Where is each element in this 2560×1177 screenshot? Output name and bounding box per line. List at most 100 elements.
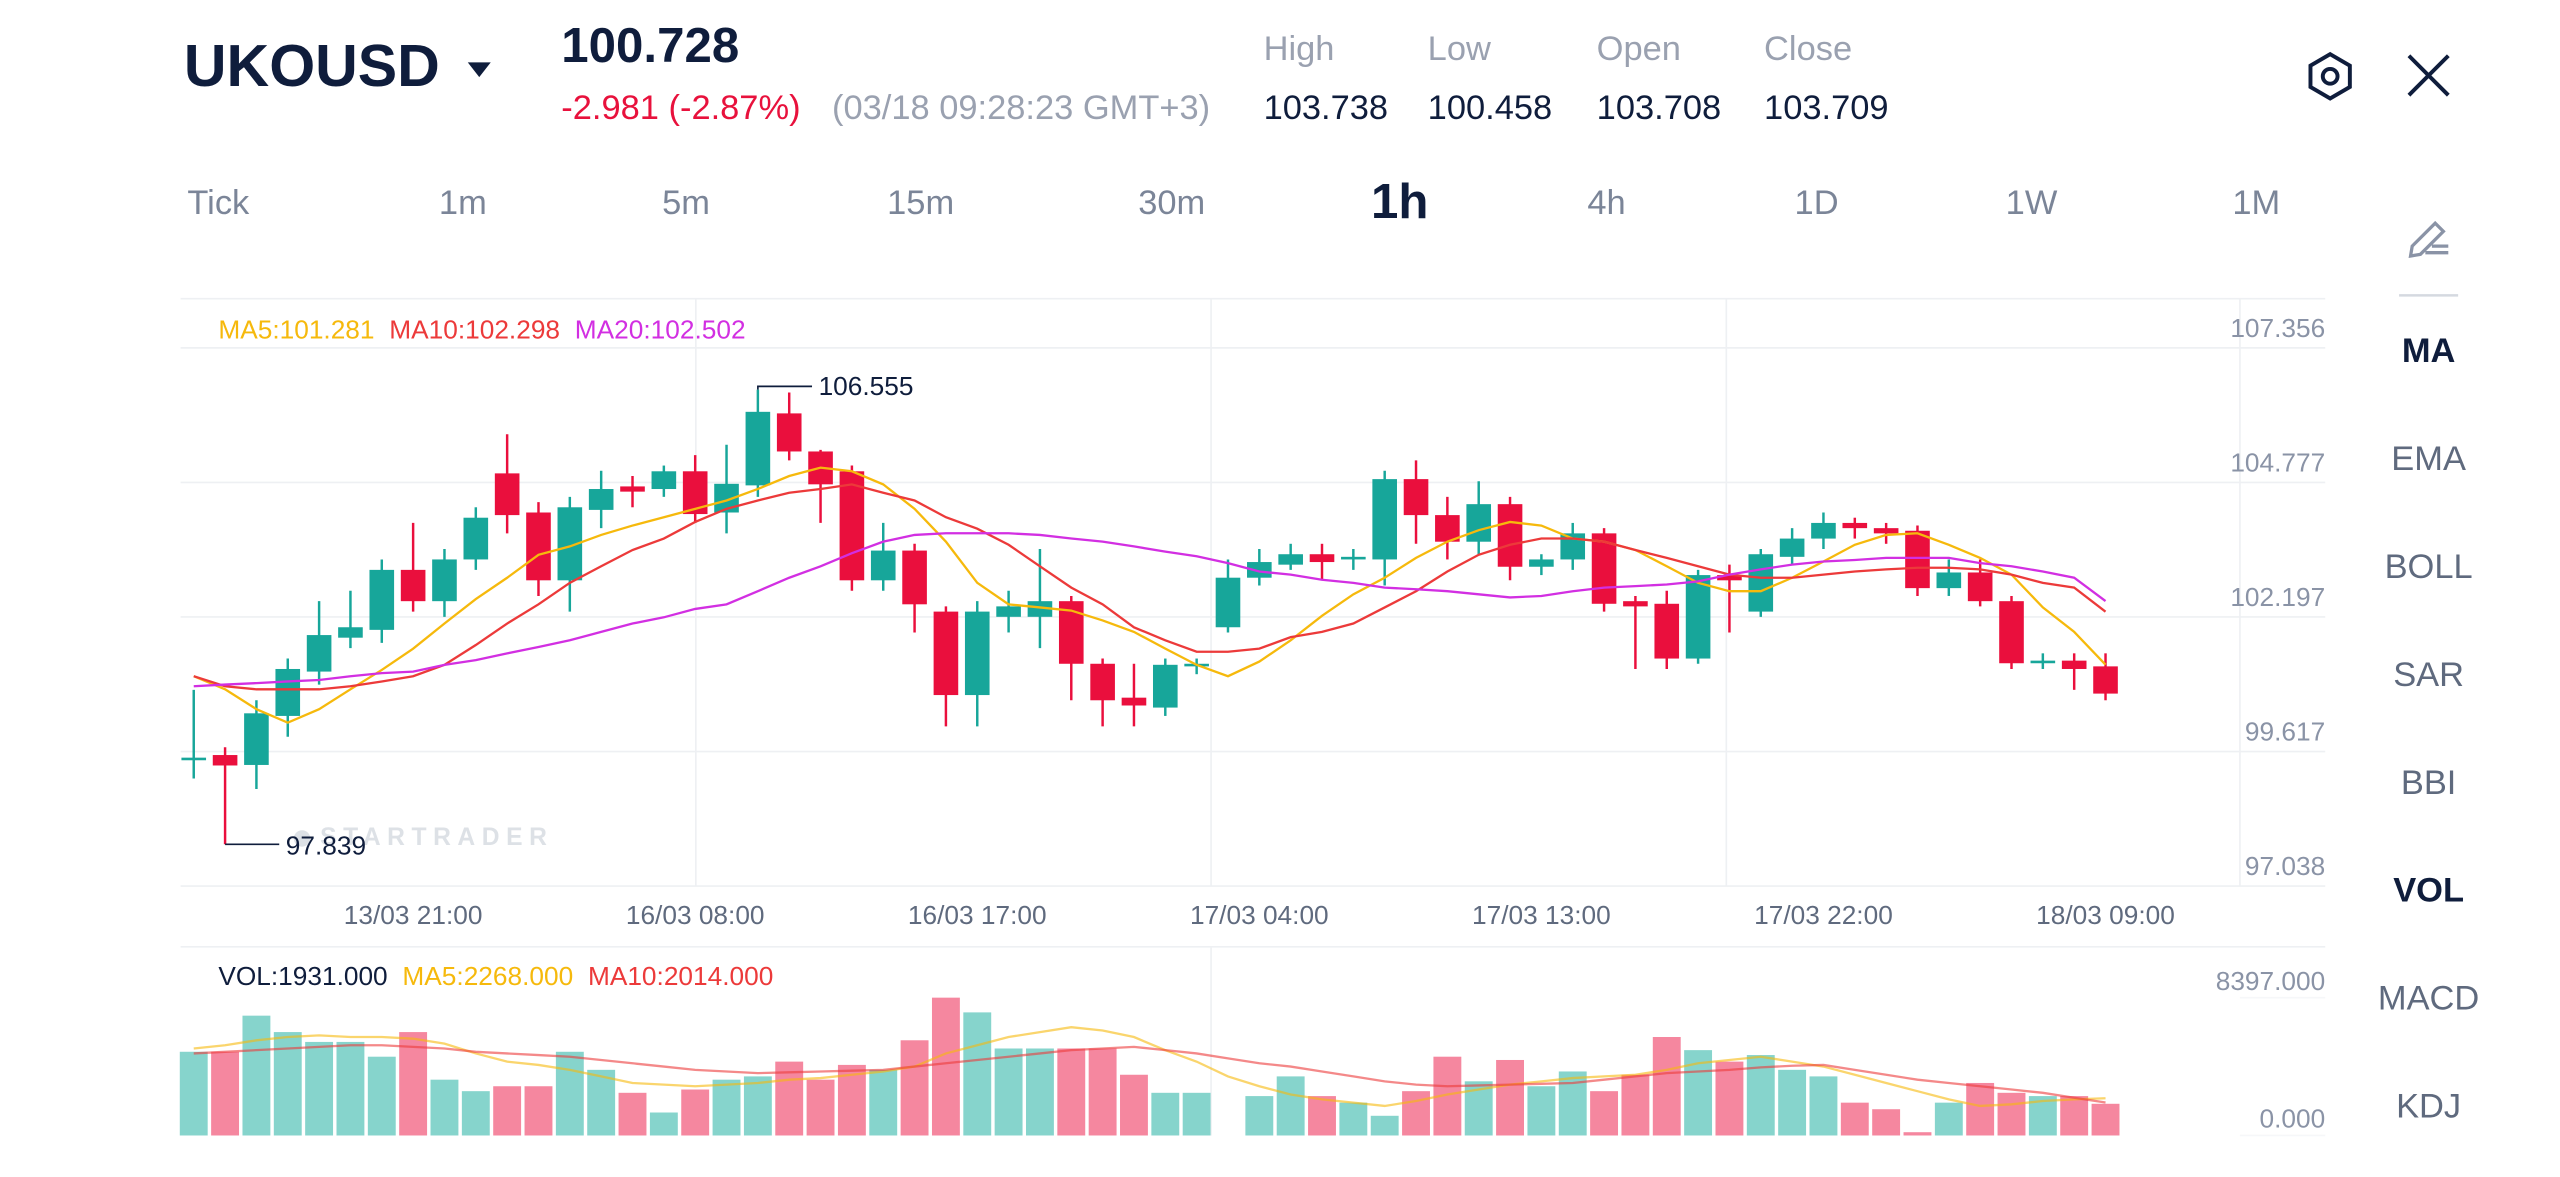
timeframe-tab[interactable]: 1h [1371, 174, 1428, 229]
legend-entry: MA5:2268.000 [402, 961, 573, 991]
legend-entry: MA5:101.281 [218, 314, 374, 344]
candle-body [996, 606, 1021, 617]
low-label: 97.839 [286, 831, 366, 861]
volume-bar [179, 1051, 208, 1136]
symbol[interactable]: UKOUSD [184, 33, 440, 99]
x-tick-label: 16/03 08:00 [626, 900, 765, 930]
candle-body [1497, 504, 1523, 567]
indicator-tab[interactable]: EMA [2391, 440, 2466, 478]
volume-bar [399, 1032, 428, 1136]
volume-bar [2091, 1103, 2120, 1136]
high-leader [757, 385, 813, 390]
stat-label: High [1264, 30, 1335, 68]
indicator-tab[interactable]: SAR [2393, 656, 2464, 694]
timeframe-tab[interactable]: 1W [2006, 184, 2058, 222]
price-chart: 107.356 104.777 102.197 99.617 97.038 13/03 2… [180, 313, 2325, 930]
volume-bar [211, 1051, 240, 1136]
candle-body [1152, 664, 1178, 708]
y-tick-label: 107.356 [2230, 313, 2325, 343]
volume-bar [1840, 1102, 1869, 1136]
volume-bar [524, 1086, 553, 1136]
indicator-tab[interactable]: MA [2402, 332, 2456, 370]
volume-bar [336, 1041, 365, 1136]
candle-body [1748, 554, 1774, 612]
timeframe-tab[interactable]: 1D [1795, 184, 1839, 222]
indicator-tab[interactable]: BOLL [2385, 548, 2473, 586]
volume-bar [1715, 1061, 1744, 1136]
timeframe-tab[interactable]: 1m [439, 184, 487, 222]
volume-bar [1778, 1069, 1807, 1136]
settings-icon[interactable] [2308, 51, 2352, 101]
volume-bar [1966, 1082, 1995, 1136]
stat-label: Low [1428, 30, 1491, 68]
candle-body [870, 550, 896, 581]
indicator-tab[interactable]: KDJ [2396, 1088, 2461, 1126]
volume-bar [1590, 1091, 1619, 1136]
indicator-tab[interactable]: MACD [2378, 980, 2479, 1018]
volume-bar [555, 1051, 584, 1136]
candle-body [1842, 522, 1868, 529]
candle-body [338, 627, 363, 638]
volume-bar [1057, 1048, 1086, 1136]
timeframe-tab[interactable]: 1M [2232, 184, 2280, 222]
volume-bar [1621, 1074, 1650, 1136]
stat-label: Open [1597, 30, 1681, 68]
candle-body [1309, 554, 1335, 563]
volume-chart: 0.000 8397.000 VOL:1931.000 MA5:2268.000 MA1… [179, 961, 2326, 1137]
candle-body [2030, 660, 2056, 664]
timeframe-tab[interactable]: 15m [887, 184, 954, 222]
y-tick-label: 0.000 [2260, 1104, 2326, 1134]
timeframe-tab[interactable]: 4h [1587, 184, 1625, 222]
y-tick-label: 104.777 [2230, 447, 2325, 477]
candle-body [369, 569, 395, 630]
y-tick-label: 97.038 [2245, 851, 2325, 881]
stats: High 103.738 Low 100.458 Open 103.708 Close 103… [1264, 30, 1889, 127]
volume-bar [2060, 1096, 2089, 1136]
volume-bar [1496, 1059, 1524, 1136]
candle-body [902, 550, 927, 605]
candle-body [1873, 528, 1899, 534]
draw-icon[interactable] [2408, 220, 2449, 258]
candle-body [1654, 603, 1680, 659]
candle-body [1967, 572, 1993, 602]
indicator-tab[interactable]: BBI [2401, 764, 2457, 802]
high-label: 106.555 [819, 371, 914, 401]
volume-bar [1151, 1092, 1180, 1136]
candle-body [1905, 530, 1930, 589]
candle-body [1090, 663, 1115, 701]
volume-bar [430, 1079, 459, 1136]
close-icon[interactable] [2407, 54, 2450, 97]
dropdown-arrow[interactable] [467, 62, 491, 78]
candle-body [1372, 479, 1397, 560]
volume-bar [587, 1069, 616, 1136]
candle-body [400, 569, 426, 602]
timeframe-tab[interactable]: 5m [662, 184, 710, 222]
timeframe-tab[interactable]: 30m [1138, 184, 1205, 222]
candle-body [1685, 575, 1711, 659]
y-tick-label: 102.197 [2230, 582, 2325, 612]
volume-bar [461, 1091, 490, 1136]
candle-body [1591, 533, 1617, 604]
watermark: STARTRADER [320, 824, 553, 851]
timeframe-tab[interactable]: Tick [187, 184, 250, 222]
volume-bar [1088, 1048, 1117, 1136]
stat-value: 103.709 [1764, 89, 1888, 127]
price: 100.728 [561, 18, 739, 73]
candle-body [651, 471, 677, 490]
candle-body [745, 411, 771, 486]
volume-bar [367, 1056, 396, 1136]
candle-body [1466, 504, 1492, 542]
candle-body [1623, 601, 1648, 607]
candle-body [432, 559, 457, 602]
ma-line [193, 532, 2107, 688]
candle-body [1529, 559, 1554, 567]
volume-bar [649, 1112, 678, 1136]
indicator-tab[interactable]: VOL [2393, 872, 2464, 910]
volume-bar [806, 1079, 835, 1136]
volume-bar [869, 1069, 898, 1136]
candle-body [1121, 697, 1147, 706]
candle-body [1247, 562, 1272, 578]
volume-label: VOL:1931.000 [218, 961, 387, 991]
